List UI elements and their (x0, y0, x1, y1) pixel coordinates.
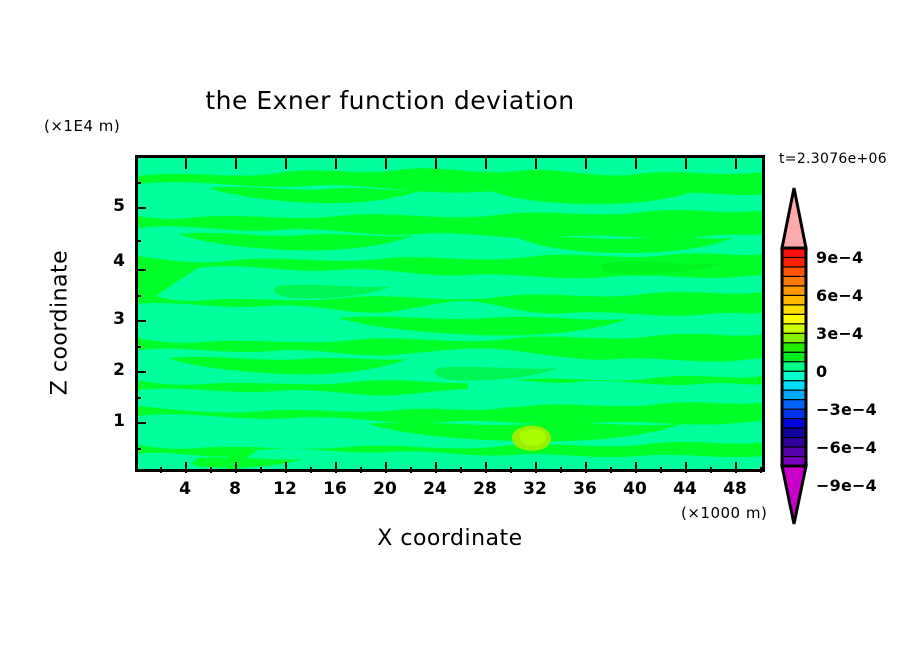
colorbar-tick-label: −3e−4 (816, 400, 877, 419)
colorbar-band (781, 275, 807, 287)
x-tick-label: 48 (723, 479, 747, 499)
contour-field (138, 158, 762, 469)
x-tick-label: 4 (179, 479, 191, 499)
colorbar-tick-label: 3e−4 (816, 324, 864, 343)
colorbar-band (781, 332, 807, 344)
colorbar-band (781, 446, 807, 458)
colorbar-band (781, 389, 807, 401)
colorbar-band (781, 285, 807, 297)
colorbar-band (781, 313, 807, 325)
page-title: the Exner function deviation (205, 86, 575, 115)
x-tick-label: 12 (273, 479, 297, 499)
x-tick-label: 40 (623, 479, 647, 499)
y-axis-title: Z coordinate (47, 249, 73, 396)
x-tick-label: 36 (573, 479, 597, 499)
x-tick-label: 28 (473, 479, 497, 499)
y-tick-label: 3 (113, 309, 125, 329)
colorbar-tick-label: 0 (816, 362, 828, 381)
colorbar-band (781, 256, 807, 268)
colorbar-band (781, 351, 807, 363)
colorbar-tick-label: 9e−4 (816, 248, 864, 267)
y-tick-label: 5 (113, 196, 125, 216)
colorbar-graphic (780, 187, 808, 525)
x-tick-label: 8 (229, 479, 241, 499)
x-tick-label: 24 (423, 479, 447, 499)
colorbar-over-arrow (780, 187, 808, 250)
y-tick-label: 1 (113, 411, 125, 431)
colorbar-band (781, 342, 807, 354)
contour-plot-area (135, 155, 765, 472)
colorbar-tick-label: −6e−4 (816, 438, 877, 457)
x-axis-unit-label: (×1000 m) (681, 504, 768, 522)
colorbar-band (781, 361, 807, 373)
x-tick-label: 44 (673, 479, 697, 499)
y-tick-label: 4 (113, 251, 125, 271)
colorbar-tick-label: −9e−4 (816, 476, 877, 495)
colorbar-band (781, 380, 807, 392)
colorbar-band (781, 370, 807, 382)
colorbar-under-arrow (780, 464, 808, 525)
x-tick-label: 32 (523, 479, 547, 499)
colorbar-band (781, 408, 807, 420)
colorbar-band (781, 427, 807, 439)
time-annotation: t=2.3076e+06 (779, 151, 887, 167)
colorbar-band (781, 304, 807, 316)
x-axis-title: X coordinate (377, 526, 523, 551)
y-tick-label: 2 (113, 360, 125, 380)
colorbar-tick-label: 6e−4 (816, 286, 864, 305)
z-axis-unit-label: (×1E4 m) (44, 117, 121, 135)
colorbar-band (781, 436, 807, 449)
colorbar-band (781, 266, 807, 278)
colorbar: 9e−4 6e−4 3e−4 0 −3e−4 −6e−4 −9e−4 (778, 186, 877, 526)
colorbar-band (781, 399, 807, 411)
colorbar-band (781, 323, 807, 335)
colorbar-band (781, 418, 807, 430)
x-tick-label: 20 (373, 479, 397, 499)
x-tick-label: 16 (323, 479, 347, 499)
colorbar-band (781, 294, 807, 306)
